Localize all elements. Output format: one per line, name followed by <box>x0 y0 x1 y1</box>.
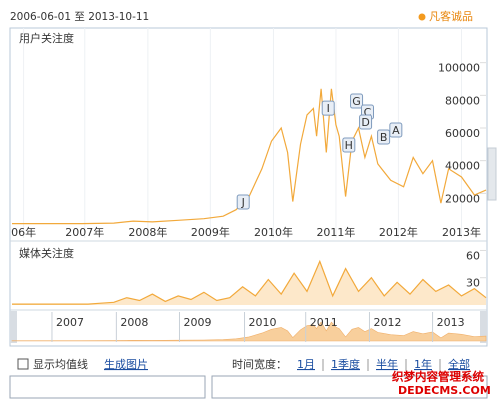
annotation-label[interactable]: J <box>241 196 245 209</box>
nav-label: 2012 <box>373 316 401 329</box>
y-tick-label: 30 <box>466 277 480 290</box>
x-tick-label: 2012年 <box>379 225 418 239</box>
annotation-label[interactable]: B <box>380 131 388 144</box>
line <box>12 88 487 225</box>
chart-title: 媒体关注度 <box>19 246 74 260</box>
nav-label: 2011 <box>310 316 338 329</box>
annotation-label[interactable]: A <box>392 124 400 137</box>
side-tab[interactable] <box>487 147 497 201</box>
y-tick-label: 60000 <box>445 127 480 140</box>
annotation-box[interactable] <box>321 100 335 116</box>
input-box[interactable] <box>9 375 206 399</box>
nav-label: 2013 <box>437 316 465 329</box>
link[interactable]: 生成图片 <box>104 357 148 371</box>
annotation-label[interactable]: D <box>361 116 369 129</box>
x-tick-label: 2009年 <box>191 225 230 239</box>
span-option[interactable]: 半年 <box>376 357 398 371</box>
nav-area <box>11 321 487 342</box>
annotation-box[interactable] <box>236 194 250 210</box>
annotation-box[interactable] <box>350 93 364 109</box>
annotation-label[interactable]: I <box>327 102 330 115</box>
span-option[interactable]: 全部 <box>448 357 470 371</box>
x-tick-label: 2008年 <box>128 225 167 239</box>
nav-handle[interactable] <box>480 311 487 343</box>
x-tick-label: 06年 <box>11 225 36 239</box>
checkbox-label[interactable]: 显示均值线 <box>33 357 88 371</box>
legend-dot <box>418 13 426 21</box>
annotation-box[interactable] <box>359 114 373 130</box>
watermark: 织梦内容管理系统 <box>392 370 484 384</box>
y-tick-label: 80000 <box>445 94 480 107</box>
annotation-box[interactable] <box>377 129 391 145</box>
x-tick-label: 2013年 <box>442 225 481 239</box>
y-tick-label: 60 <box>466 249 480 262</box>
chart-frame <box>9 27 488 347</box>
span-label: 时间宽度： <box>232 357 287 371</box>
nav-label: 2009 <box>183 316 211 329</box>
x-tick-label: 2010年 <box>254 225 293 239</box>
nav-label: 2007 <box>56 316 84 329</box>
watermark: DEDECMS.COM <box>398 384 491 397</box>
nav-label: 2008 <box>120 316 148 329</box>
y-tick-label: 100000 <box>438 62 480 75</box>
annotation-label[interactable]: C <box>364 106 372 119</box>
legend-label: 凡客诚品 <box>429 9 473 23</box>
span-option[interactable]: 1季度 <box>331 357 360 371</box>
line <box>12 259 487 305</box>
input-box[interactable] <box>211 375 488 399</box>
chart-title: 用户关注度 <box>19 31 74 45</box>
x-tick-label: 2007年 <box>65 225 104 239</box>
y-tick-label: 40000 <box>445 160 480 173</box>
annotation-box[interactable] <box>389 122 403 138</box>
annotation-label[interactable]: G <box>352 95 361 108</box>
span-option[interactable]: 1月 <box>297 358 315 371</box>
x-tick-label: 2011年 <box>316 225 355 239</box>
nav-handle[interactable] <box>10 311 17 343</box>
nav-label: 2010 <box>249 316 277 329</box>
area <box>12 261 486 305</box>
checkbox[interactable] <box>17 358 29 370</box>
annotation-box[interactable] <box>342 137 356 153</box>
annotation-label[interactable]: H <box>345 139 353 152</box>
date-range: 2006-06-01 至 2013-10-11 <box>10 11 149 23</box>
span-option[interactable]: 1年 <box>414 357 432 371</box>
y-tick-label: 20000 <box>445 192 480 205</box>
